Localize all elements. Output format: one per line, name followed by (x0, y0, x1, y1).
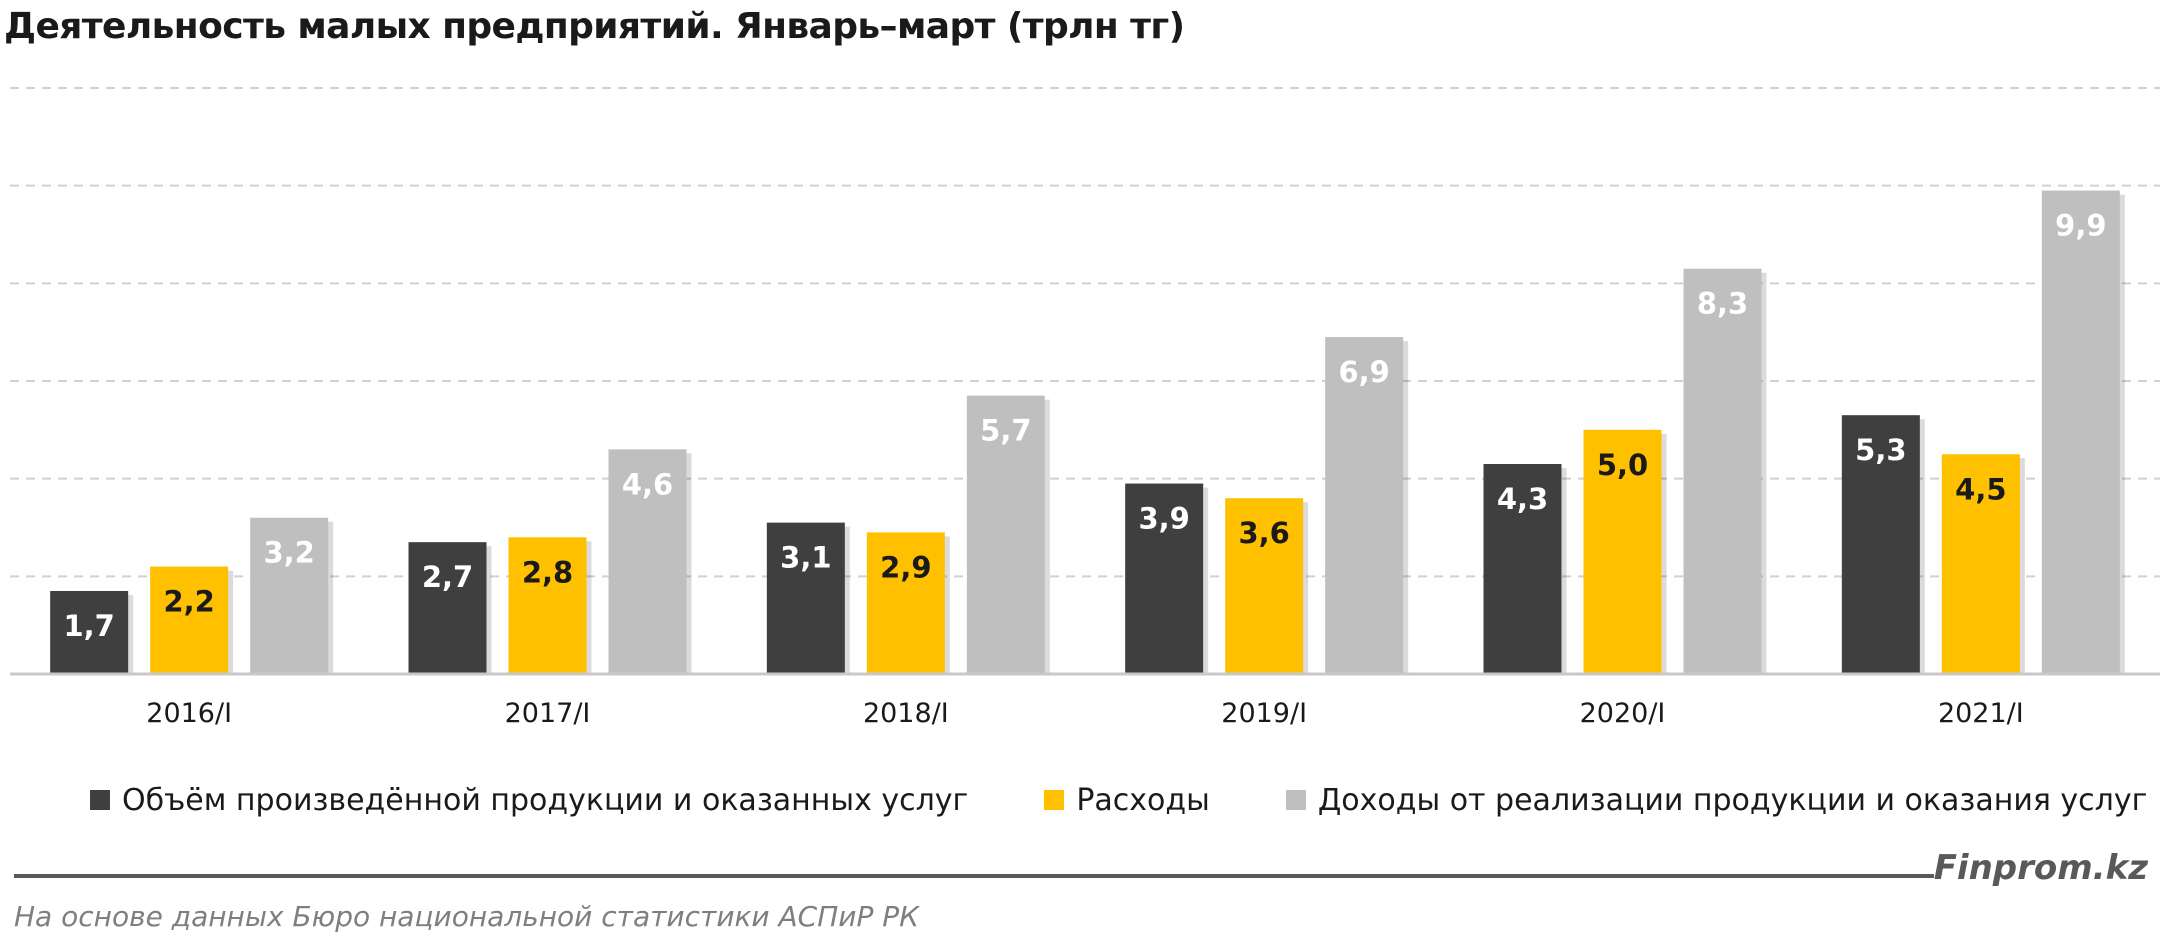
legend-label-revenue: Доходы от реализации продукции и оказани… (1317, 782, 2148, 818)
data-label: 3,9 (1138, 502, 1189, 536)
data-label: 2,7 (422, 560, 473, 594)
x-tick-label: 2018/I (863, 698, 949, 729)
bar-3-2017-I (608, 449, 687, 674)
data-label: 3,2 (263, 536, 314, 570)
legend-item-expenses: Расходы (1044, 783, 1210, 818)
bar-2-2019-I (1225, 498, 1304, 674)
legend-swatch-output (90, 790, 110, 810)
legend-item-revenue: Доходы от реализации продукции и оказани… (1285, 782, 2148, 818)
x-tick-label: 2016/I (146, 698, 232, 729)
legend: Объём произведённой продукции и оказанны… (90, 778, 2147, 822)
bar-2-2020-I (1583, 429, 1662, 674)
data-label: 9,9 (2055, 209, 2106, 243)
bar-chart: 1,7 2,2 3,2 2016/I 2,7 2,8 4,6 2017/I 3,1 2,9 5,7 2… (10, 87, 2160, 729)
bar-2-2017-I (508, 537, 587, 674)
data-label: 3,1 (780, 541, 831, 575)
data-label: 3,6 (1238, 516, 1289, 550)
legend-swatch-expenses (1044, 790, 1065, 810)
source-note: На основе данных Бюро национальной стати… (14, 900, 920, 933)
bar-2-2016-I (150, 566, 229, 674)
legend-label-output: Объём произведённой продукции и оказанны… (122, 782, 969, 818)
data-label: 4,3 (1497, 482, 1548, 516)
data-label: 2,8 (522, 555, 573, 589)
data-label: 5,0 (1597, 448, 1648, 482)
data-label: 4,6 (622, 467, 673, 501)
data-label: 4,5 (1955, 472, 2006, 506)
x-tick-label: 2020/I (1580, 698, 1666, 729)
chart-title: Деятельность малых предприятий. Январь–м… (4, 6, 1185, 47)
bar-2-2021-I (1941, 454, 2020, 674)
footer-divider (14, 874, 1934, 878)
data-label: 2,9 (880, 550, 931, 584)
data-label: 6,9 (1338, 355, 1389, 389)
bar-3-2018-I (966, 395, 1045, 674)
bar-3-2021-I (2041, 190, 2120, 675)
bar-1-2021-I (1841, 415, 1920, 674)
bar-1-2019-I (1125, 483, 1204, 674)
bar-3-2016-I (250, 517, 329, 674)
bar-1-2020-I (1483, 464, 1562, 674)
data-label: 8,3 (1697, 287, 1748, 321)
legend-swatch-revenue (1285, 790, 1306, 810)
legend-label-expenses: Расходы (1076, 782, 1210, 818)
x-tick-label: 2019/I (1221, 698, 1307, 729)
bar-1-2018-I (766, 522, 845, 674)
data-label: 5,3 (1855, 433, 1906, 467)
x-tick-label: 2017/I (505, 698, 591, 729)
bar-3-2020-I (1683, 268, 1762, 674)
legend-item-output: Объём произведённой продукции и оказанны… (90, 783, 968, 818)
bar-3-2019-I (1325, 337, 1404, 674)
bar-2-2018-I (866, 532, 945, 674)
data-label: 2,2 (163, 585, 214, 619)
x-tick-label: 2021/I (1938, 698, 2024, 729)
brand-logo-text: Finprom.kz (1933, 848, 2148, 888)
bar-1-2016-I (50, 590, 129, 674)
data-label: 5,7 (980, 414, 1031, 448)
bar-1-2017-I (408, 542, 487, 674)
data-label: 1,7 (63, 609, 114, 643)
